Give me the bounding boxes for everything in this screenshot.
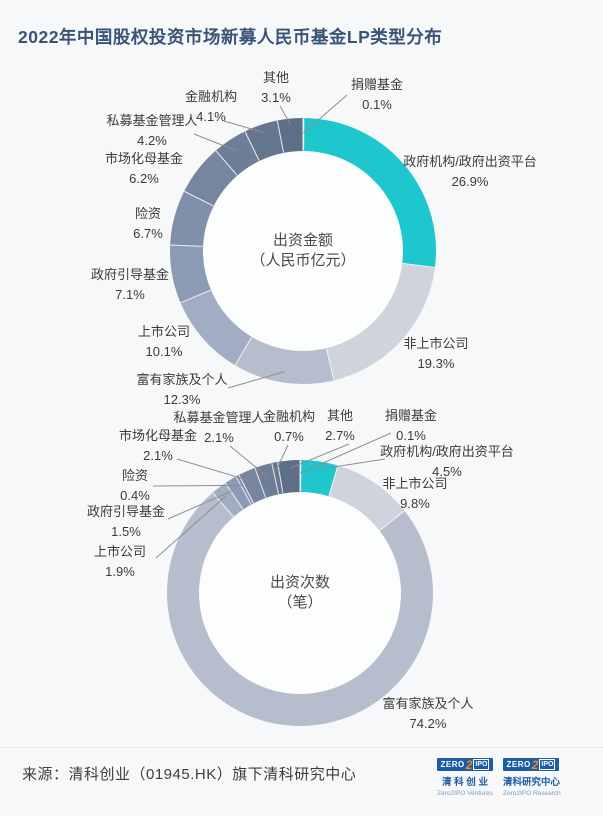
- label-leader-line: [223, 120, 264, 133]
- donut-slice[interactable]: [180, 289, 252, 366]
- logos: ZERO 2 IPO 清 科 创 业 Zero2IPO Ventures ZERO 2…: [437, 758, 561, 797]
- footer: 来源：清科创业（01945.HK）旗下清科研究中心 ZERO 2 IPO 清 科 创…: [0, 747, 603, 816]
- donut-slice[interactable]: [303, 118, 436, 268]
- logo-en-name: Zero2IPO Ventures: [437, 790, 493, 797]
- label-leader-line: [176, 458, 252, 482]
- slice-separator: [212, 492, 234, 517]
- slice-separator: [328, 465, 339, 496]
- donut-slice[interactable]: [238, 467, 266, 504]
- donut-hole: [199, 492, 401, 694]
- donut-slice[interactable]: [277, 118, 303, 153]
- donut-slice[interactable]: [170, 191, 214, 247]
- logo-en-name: Zero2IPO Research: [503, 790, 561, 797]
- slice-separator: [244, 131, 260, 161]
- donut-slice[interactable]: [277, 460, 300, 494]
- label-leader-line: [318, 458, 386, 470]
- slice-separator: [224, 482, 244, 510]
- badge-zero-text: ZERO: [440, 760, 465, 769]
- badge-two-text: 2: [465, 757, 473, 772]
- label-leader-line: [279, 105, 292, 125]
- label-leader-line: [155, 495, 226, 559]
- donut-slice[interactable]: [225, 476, 252, 510]
- source-text: 来源：清科创业（01945.HK）旗下清科研究中心: [22, 766, 357, 783]
- zero2ipo-ventures-logo: ZERO 2 IPO 清 科 创 业 Zero2IPO Ventures: [437, 758, 493, 797]
- slice-separator: [277, 462, 284, 494]
- donut-count: [152, 432, 434, 726]
- zero2ipo-badge: ZERO 2 IPO: [437, 758, 493, 771]
- donut-slice[interactable]: [235, 474, 254, 505]
- slice-separator: [402, 262, 435, 268]
- label-leader-line: [229, 445, 267, 477]
- logo-cn-name: 清 科 创 业: [442, 777, 488, 788]
- slice-separator: [254, 467, 267, 498]
- slice-separator: [170, 244, 203, 247]
- slice-separator: [238, 474, 254, 504]
- logo-cn-name: 清科研究中心: [503, 777, 561, 788]
- donut-slice[interactable]: [166, 492, 434, 726]
- donut-slice[interactable]: [271, 461, 283, 495]
- label-leader-line: [152, 484, 243, 487]
- label-leader-line: [167, 488, 237, 520]
- zero2ipo-badge: ZERO 2 IPO: [503, 758, 559, 771]
- donut-slice[interactable]: [326, 263, 435, 381]
- zero2ipo-research-logo: ZERO 2 IPO 清科研究中心 Zero2IPO Research: [503, 758, 561, 797]
- slice-separator: [271, 463, 279, 494]
- donut-hole: [203, 151, 403, 351]
- slice-separator: [184, 190, 214, 207]
- slice-separator: [379, 510, 405, 531]
- slice-separator: [234, 337, 253, 366]
- donut-slice[interactable]: [212, 482, 244, 517]
- slice-separator: [276, 120, 285, 153]
- slice-separator: [215, 150, 238, 176]
- label-leader-line: [275, 444, 289, 471]
- badge-ipo-text: IPO: [473, 759, 490, 770]
- label-leader-line: [300, 432, 392, 474]
- slice-separator: [235, 476, 252, 505]
- label-leader-line: [193, 133, 238, 152]
- badge-ipo-text: IPO: [539, 759, 556, 770]
- page-title: 2022年中国股权投资市场新募人民币基金LP类型分布: [18, 27, 443, 47]
- donut-slice[interactable]: [215, 131, 260, 176]
- label-leader-line: [227, 371, 285, 389]
- badge-two-text: 2: [531, 757, 539, 772]
- donut-slice[interactable]: [184, 150, 238, 207]
- label-leader-line: [289, 443, 350, 469]
- donut-slice[interactable]: [170, 244, 211, 303]
- donut-slice[interactable]: [328, 465, 405, 531]
- badge-zero-text: ZERO: [506, 760, 531, 769]
- slice-separator: [180, 289, 211, 304]
- donut-amount: [170, 94, 436, 389]
- label-leader-line: [303, 94, 348, 134]
- slice-separator: [325, 348, 335, 381]
- donut-slice[interactable]: [234, 336, 335, 384]
